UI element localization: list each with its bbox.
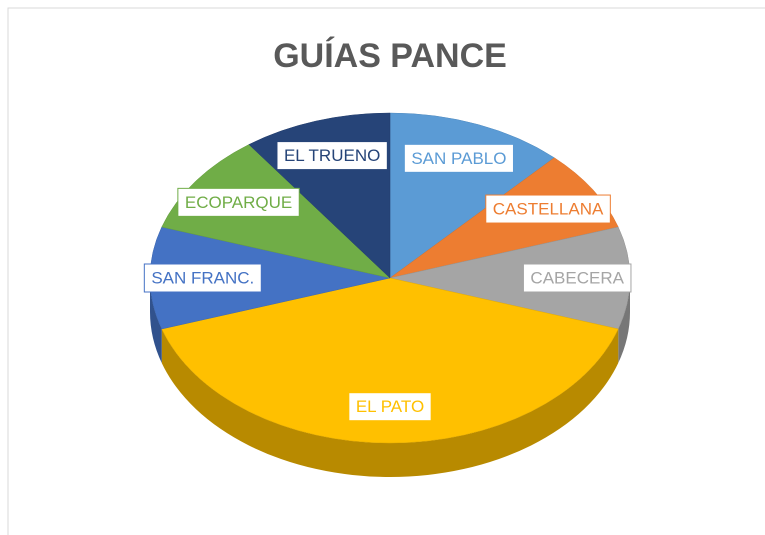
data-label: CABECERA: [530, 268, 624, 287]
slice-side: [618, 278, 630, 363]
data-label-box: [348, 392, 432, 422]
data-label-box: [522, 263, 632, 293]
slice-side: [150, 278, 162, 363]
data-label-group: EL TRUENO: [276, 141, 388, 171]
slice: [161, 277, 619, 444]
data-label: EL TRUENO: [284, 146, 380, 165]
data-label-box: [177, 187, 300, 217]
data-label-group: ECOPARQUE: [177, 187, 300, 217]
data-label-box: [485, 194, 611, 224]
data-label: SAN FRANC.: [151, 268, 254, 287]
data-label-group: CABECERA: [522, 263, 632, 293]
chart-title: GUÍAS PANCE: [273, 37, 507, 75]
data-label: SAN PABLO: [411, 149, 506, 168]
data-label-box: [143, 263, 262, 293]
data-label-group: EL PATO: [348, 392, 432, 422]
data-label-group: CASTELLANA: [485, 194, 611, 224]
slice-side: [161, 328, 619, 477]
data-label-group: SAN FRANC.: [143, 263, 262, 293]
data-label: ECOPARQUE: [185, 193, 292, 212]
data-label: CASTELLANA: [493, 200, 604, 219]
data-label-box: [276, 141, 388, 171]
data-label-group: SAN PABLO: [403, 143, 514, 173]
data-label: EL PATO: [356, 397, 424, 416]
data-label-box: [403, 143, 514, 173]
